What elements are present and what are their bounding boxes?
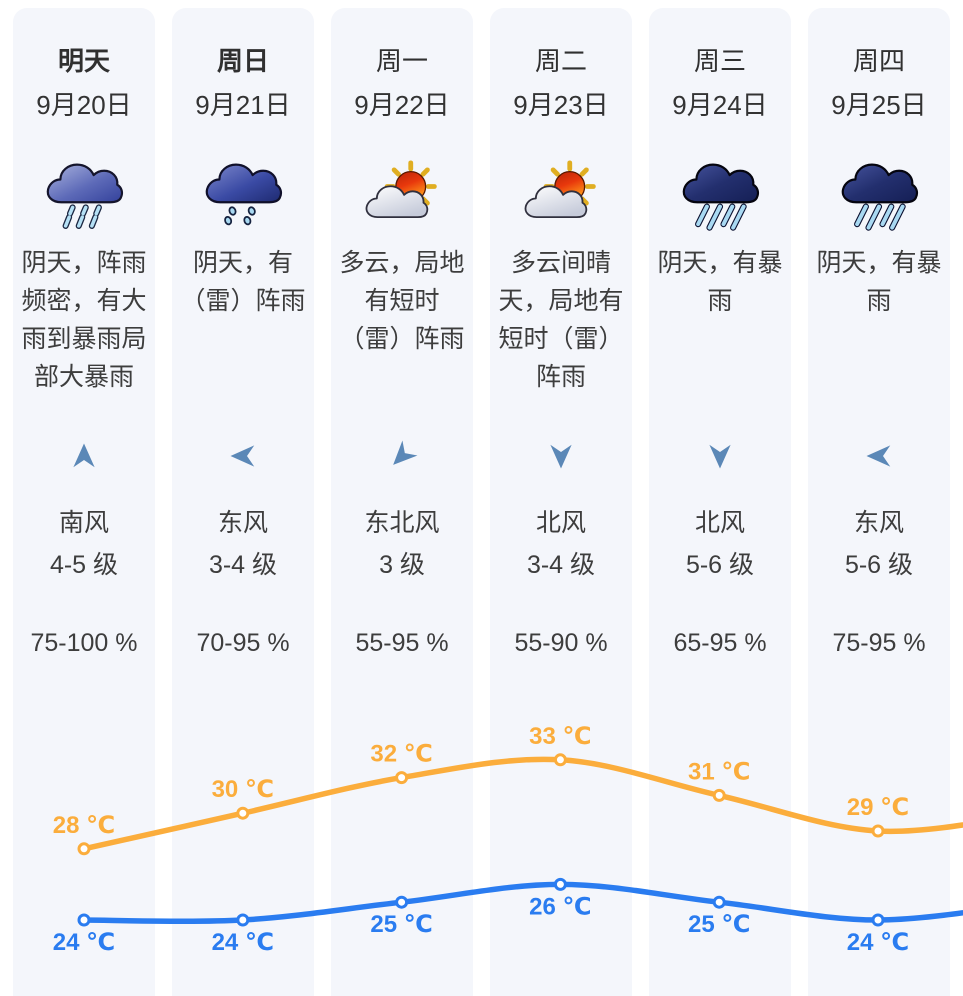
forecast-day-card-4[interactable]: 周二 9月23日 多云间晴天，局地有短时（雷）阵雨 北风 3-4 级 55-90…	[490, 8, 632, 996]
wind-direction-arrow-icon	[649, 436, 791, 476]
date-label: 9月25日	[831, 90, 927, 120]
weather-description: 多云，局地有短时（雷）阵雨	[339, 249, 465, 353]
wind-direction-label: 北风	[694, 509, 745, 537]
weekday-label: 周日	[216, 46, 269, 76]
wind-direction-arrow-icon	[331, 436, 473, 476]
date-label: 9月20日	[36, 90, 132, 120]
wind-direction-arrow-icon	[808, 436, 950, 476]
wind-block: 北风 5-6 级	[649, 436, 791, 586]
date-label: 9月24日	[672, 90, 768, 120]
date-label: 9月22日	[354, 90, 450, 120]
humidity-range-label: 70-95 %	[196, 629, 290, 657]
weekday-label: 周三	[693, 46, 746, 76]
sun-cloud-icon	[519, 158, 603, 236]
wind-level-label: 3 级	[379, 551, 425, 579]
wind-block: 东北风 3 级	[331, 436, 473, 586]
wind-level-label: 5-6 级	[844, 551, 914, 579]
weekday-label: 明天	[57, 46, 110, 76]
wind-block: 东风 5-6 级	[808, 436, 950, 586]
wind-block: 东风 3-4 级	[172, 436, 314, 586]
humidity-range-label: 75-100 %	[30, 629, 138, 657]
weather-description: 阴天，有暴雨	[816, 249, 942, 315]
wind-block: 南风 4-5 级	[13, 436, 155, 586]
date-label: 9月23日	[513, 90, 609, 120]
weather-description: 阴天，有暴雨	[657, 249, 783, 315]
forecast-day-card-2[interactable]: 周日 9月21日 阴天，有（雷）阵雨 东风 3-4 级 70-95 %	[172, 8, 314, 996]
weekday-label: 周二	[534, 46, 587, 76]
storm-rain-icon	[678, 158, 762, 236]
wind-level-label: 4-5 级	[49, 551, 119, 579]
wind-level-label: 5-6 级	[685, 551, 755, 579]
wind-direction-arrow-icon	[490, 436, 632, 476]
forecast-day-card-6[interactable]: 周四 9月25日 阴天，有暴雨 东风 5-6 级 75-95 %	[808, 8, 950, 996]
wind-direction-label: 东风	[217, 509, 268, 537]
drizzle-icon	[201, 158, 285, 236]
humidity-range-label: 55-95 %	[355, 629, 449, 657]
weekday-label: 周四	[852, 46, 905, 76]
weather-description: 阴天，有（雷）阵雨	[180, 249, 306, 315]
humidity-range-label: 75-95 %	[832, 629, 926, 657]
humidity-range-label: 55-90 %	[514, 629, 608, 657]
date-label: 9月21日	[195, 90, 291, 120]
wind-level-label: 3-4 级	[526, 551, 596, 579]
wind-direction-label: 北风	[535, 509, 586, 537]
weather-description: 多云间晴天，局地有短时（雷）阵雨	[498, 249, 624, 391]
wind-block: 北风 3-4 级	[490, 436, 632, 586]
wind-direction-label: 东风	[853, 509, 904, 537]
wind-direction-arrow-icon	[13, 436, 155, 476]
forecast-day-card-1[interactable]: 明天 9月20日 阴天，阵雨频密，有大雨到暴雨局部大暴雨 南风 4-5 级 75…	[13, 8, 155, 996]
weather-description: 阴天，阵雨频密，有大雨到暴雨局部大暴雨	[21, 249, 147, 391]
humidity-range-label: 65-95 %	[673, 629, 767, 657]
wind-level-label: 3-4 级	[208, 551, 278, 579]
forecast-day-card-3[interactable]: 周一 9月22日 多云，局地有短时（雷）阵雨 东北风 3 级 55-95 %	[331, 8, 473, 996]
sun-cloud-icon	[360, 158, 444, 236]
shower-rain-icon	[42, 158, 126, 236]
wind-direction-label: 南风	[58, 509, 109, 537]
wind-direction-label: 东北风	[364, 509, 440, 537]
forecast-day-card-5[interactable]: 周三 9月24日 阴天，有暴雨 北风 5-6 级 65-95 %	[649, 8, 791, 996]
wind-direction-arrow-icon	[172, 436, 314, 476]
storm-rain-icon	[837, 158, 921, 236]
weekday-label: 周一	[375, 46, 428, 76]
